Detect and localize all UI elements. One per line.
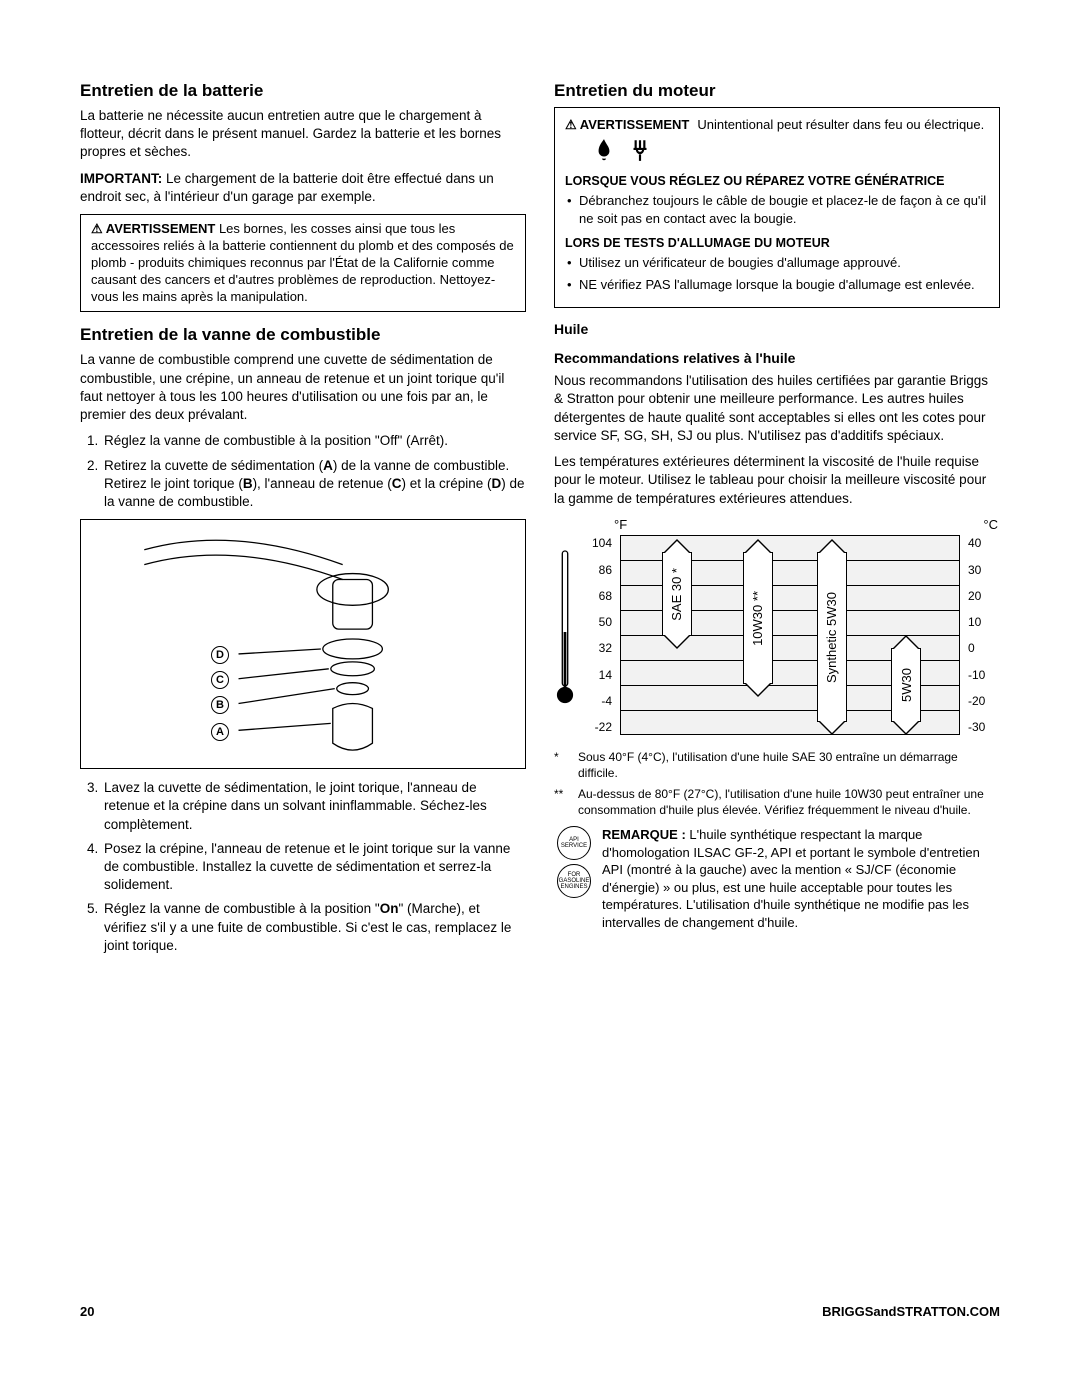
adjust-list: Débranchez toujours le câble de bougie e… [565, 192, 989, 227]
oil-paragraph-2: Les températures extérieures déterminent… [554, 453, 1000, 508]
heading-oil: Huile [554, 320, 1000, 339]
important-paragraph: IMPORTANT: Le chargement de la batterie … [80, 170, 526, 206]
oil-arrow: 5W30 [891, 648, 921, 722]
subheading-ignition: LORS DE TESTS D'ALLUMAGE DU MOTEUR [565, 235, 989, 252]
oil-viscosity-chart: SAE 30 * 10W30 ** Synthetic 5W30 5W30 [620, 535, 960, 735]
shock-icon [625, 135, 655, 165]
list-item: Lavez la cuvette de sédimentation, le jo… [102, 779, 526, 834]
oil-arrow: 10W30 ** [743, 552, 773, 684]
footnote-2: Au-dessus de 80°F (27°C), l'utilisation … [578, 786, 1000, 818]
important-label: IMPORTANT: [80, 171, 162, 186]
warning-icons [589, 135, 989, 165]
oil-arrow: Synthetic 5W30 [817, 552, 847, 722]
heading-fuel-valve: Entretien de la vanne de combustible [80, 324, 526, 347]
heading-battery: Entretien de la batterie [80, 80, 526, 103]
battery-paragraph: La batterie ne nécessite aucun entretien… [80, 107, 526, 162]
warning-box-battery: ⚠ AVERTISSEMENT Les bornes, les cosses a… [80, 214, 526, 312]
remark-block: APISERVICE FORGASOLINEENGINES REMARQUE :… [554, 826, 1000, 931]
page-columns: Entretien de la batterie La batterie ne … [80, 80, 1000, 963]
api-badge-icon: FORGASOLINEENGINES [557, 864, 591, 898]
axis-fahrenheit: 1048668503214-4-22 [580, 535, 614, 735]
fuel-paragraph: La vanne de combustible comprend une cuv… [80, 351, 526, 424]
unit-f: °F [614, 516, 627, 534]
oil-paragraph-1: Nous recommandons l'utilisation des huil… [554, 372, 1000, 445]
remark-label: REMARQUE : [602, 827, 686, 842]
list-item: NE vérifiez PAS l'allumage lorsque la bo… [565, 276, 989, 294]
heading-oil-rec: Recommandations relatives à l'huile [554, 349, 1000, 368]
list-item: Retirez la cuvette de sédimentation (A) … [102, 457, 526, 512]
api-badge-icon: APISERVICE [557, 826, 591, 860]
fuel-steps-12: Réglez la vanne de combustible à la posi… [102, 432, 526, 511]
list-item: Posez la crépine, l'anneau de retenue et… [102, 840, 526, 895]
footnote-star-2: ** [554, 786, 572, 818]
footnote-star-1: * [554, 749, 572, 781]
diagram-svg [81, 520, 525, 768]
list-item: Réglez la vanne de combustible à la posi… [102, 432, 526, 450]
left-column: Entretien de la batterie La batterie ne … [80, 80, 526, 963]
fuel-valve-diagram: D C B A [80, 519, 526, 769]
page-number: 20 [80, 1303, 94, 1321]
footer-site: BRIGGSandSTRATTON.COM [822, 1303, 1000, 1321]
list-item: Utilisez un vérificateur de bougies d'al… [565, 254, 989, 272]
axis-celsius: 403020100-10-20-30 [966, 535, 1000, 735]
fuel-steps-345: Lavez la cuvette de sédimentation, le jo… [102, 779, 526, 955]
unit-c: °C [983, 516, 998, 534]
oil-chart-row: °F °C 1048668503214-4-22 SAE 30 * 10W30 *… [554, 516, 1000, 744]
warning-label: ⚠ AVERTISSEMENT [91, 221, 215, 236]
api-badges: APISERVICE FORGASOLINEENGINES [554, 826, 594, 931]
warning-label: ⚠ AVERTISSEMENT [565, 116, 689, 134]
right-column: Entretien du moteur ⚠ AVERTISSEMENT Unin… [554, 80, 1000, 963]
warning-box-engine: ⚠ AVERTISSEMENT Unintentional peut résul… [554, 107, 1000, 308]
thermometer-icon [554, 516, 576, 732]
footnote-1: Sous 40°F (4°C), l'utilisation d'une hui… [578, 749, 1000, 781]
fire-icon [589, 135, 619, 165]
list-item: Débranchez toujours le câble de bougie e… [565, 192, 989, 227]
subheading-adjust: LORSQUE VOUS RÉGLEZ OU RÉPAREZ VOTRE GÉN… [565, 173, 989, 190]
list-item: Réglez la vanne de combustible à la posi… [102, 900, 526, 955]
oil-arrow: SAE 30 * [662, 552, 692, 636]
remark-text: L'huile synthétique respectant la marque… [602, 827, 980, 930]
page-footer: 20 BRIGGSandSTRATTON.COM [80, 1303, 1000, 1321]
heading-engine: Entretien du moteur [554, 80, 1000, 103]
chart-footnotes: *Sous 40°F (4°C), l'utilisation d'une hu… [554, 749, 1000, 818]
warning-engine-text: Unintentional peut résulter dans feu ou … [697, 116, 984, 134]
ignition-list: Utilisez un vérificateur de bougies d'al… [565, 254, 989, 293]
